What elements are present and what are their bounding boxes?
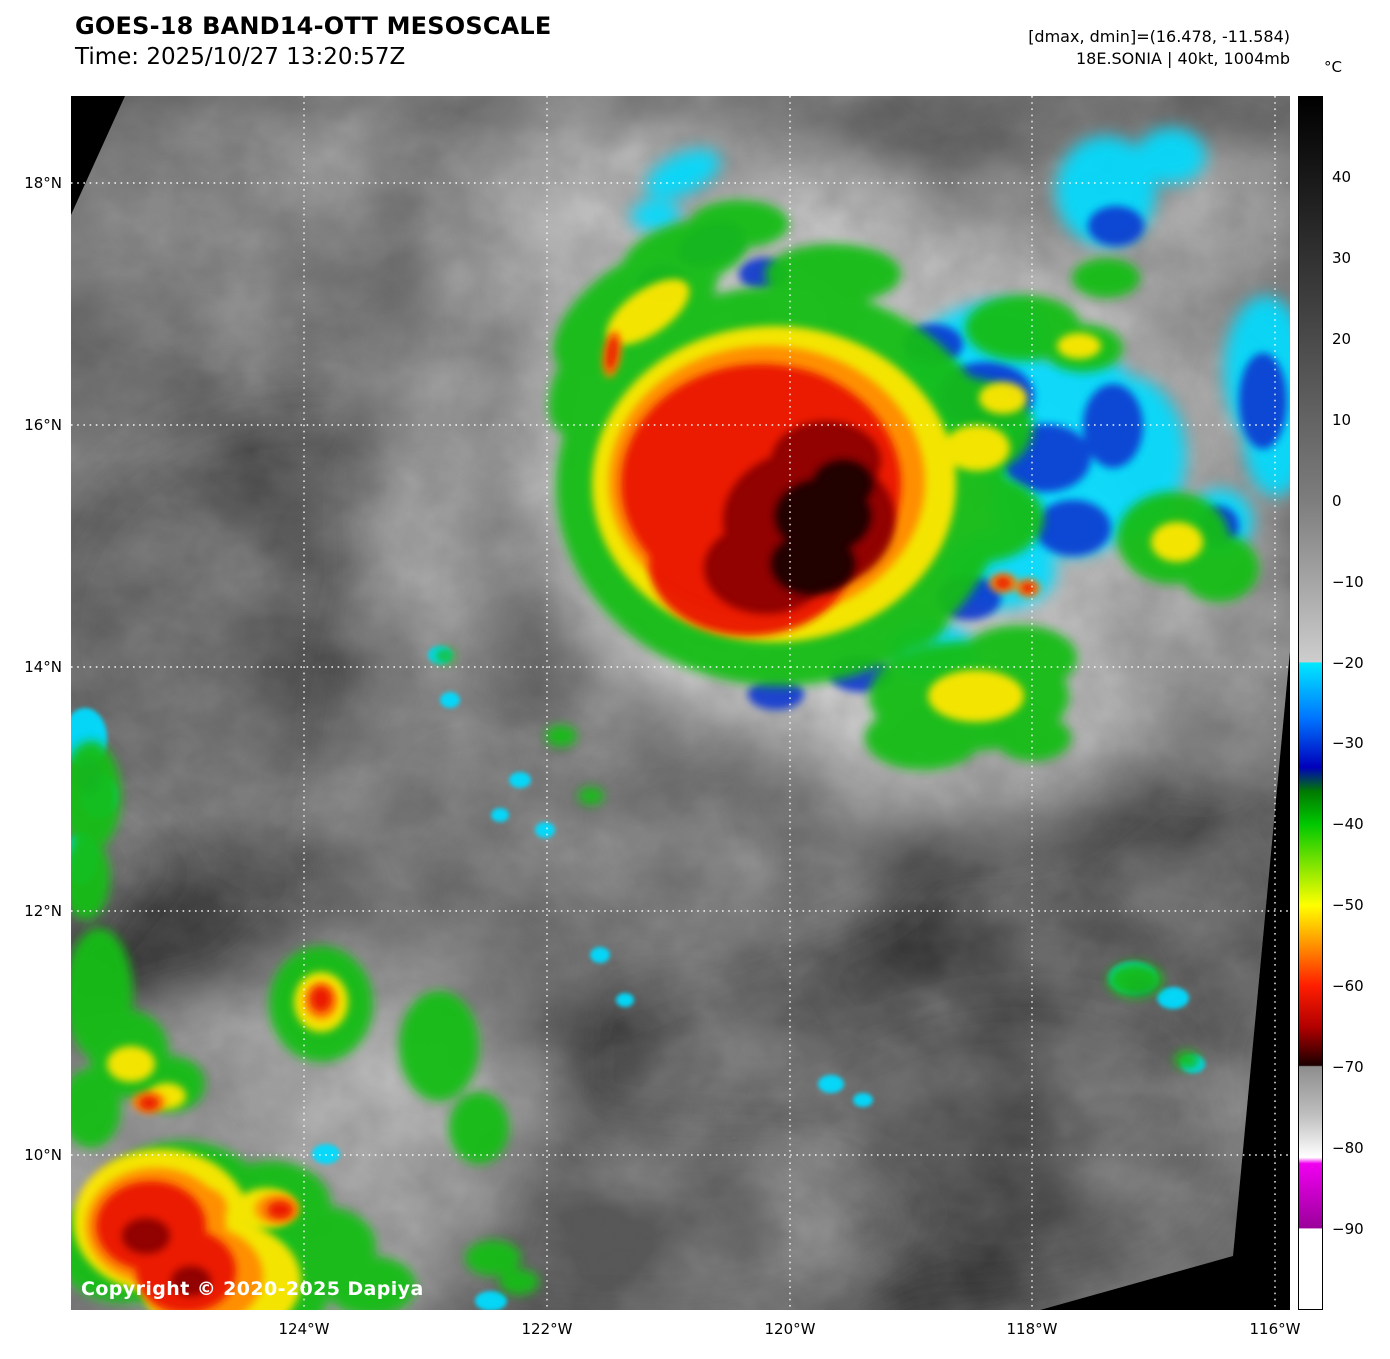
colorbar-tick: 30 [1332,248,1352,267]
lon-label-122w: 122°W [521,1320,573,1338]
cold-black-core [771,460,873,595]
grid-lines [71,96,1290,1310]
product-title: GOES-18 BAND14-OTT MESOSCALE [75,12,552,40]
colorbar-tick: −10 [1332,572,1364,591]
lon-label-124w: 124°W [278,1320,330,1338]
colorbar-tick: −70 [1332,1058,1364,1077]
colorbar-tick: −80 [1332,1139,1364,1158]
colorbar-tick: 40 [1332,167,1352,186]
satellite-map: Copyright © 2020-2025 Dapiya [71,96,1290,1310]
lon-label-120w: 120°W [764,1320,816,1338]
colorbar-tick: 10 [1332,410,1352,429]
lat-label-10n: 10°N [24,1146,62,1164]
colorbar-unit-label: °C [1324,58,1342,76]
colorbar-tick: −30 [1332,734,1364,753]
colorbar [1298,96,1323,1310]
colorbar-tick: −20 [1332,653,1364,672]
timestamp: Time: 2025/10/27 13:20:57Z [75,44,406,70]
lon-label-116w: 116°W [1249,1320,1301,1338]
colorbar-tick: −50 [1332,896,1364,915]
colorbar-tick: −60 [1332,977,1364,996]
lon-label-118w: 118°W [1006,1320,1058,1338]
colorbar-tick: 0 [1332,491,1342,510]
header-right: [dmax, dmin]=(16.478, -11.584) 18E.SONIA… [1028,26,1290,71]
colorbar-tick: 20 [1332,329,1352,348]
header-left: GOES-18 BAND14-OTT MESOSCALE Time: 2025/… [75,12,552,70]
lat-label-14n: 14°N [24,658,62,676]
copyright-text: Copyright © 2020-2025 Dapiya [81,1278,424,1300]
lat-label-16n: 16°N [24,416,62,434]
satellite-scene [71,96,1290,1310]
dmax-dmin-readout: [dmax, dmin]=(16.478, -11.584) [1028,27,1290,46]
colorbar-tick: −90 [1332,1220,1364,1239]
colorbar-tick: −40 [1332,815,1364,834]
lat-label-12n: 12°N [24,902,62,920]
storm-info: 18E.SONIA | 40kt, 1004mb [1075,49,1290,69]
lat-label-18n: 18°N [24,174,62,192]
